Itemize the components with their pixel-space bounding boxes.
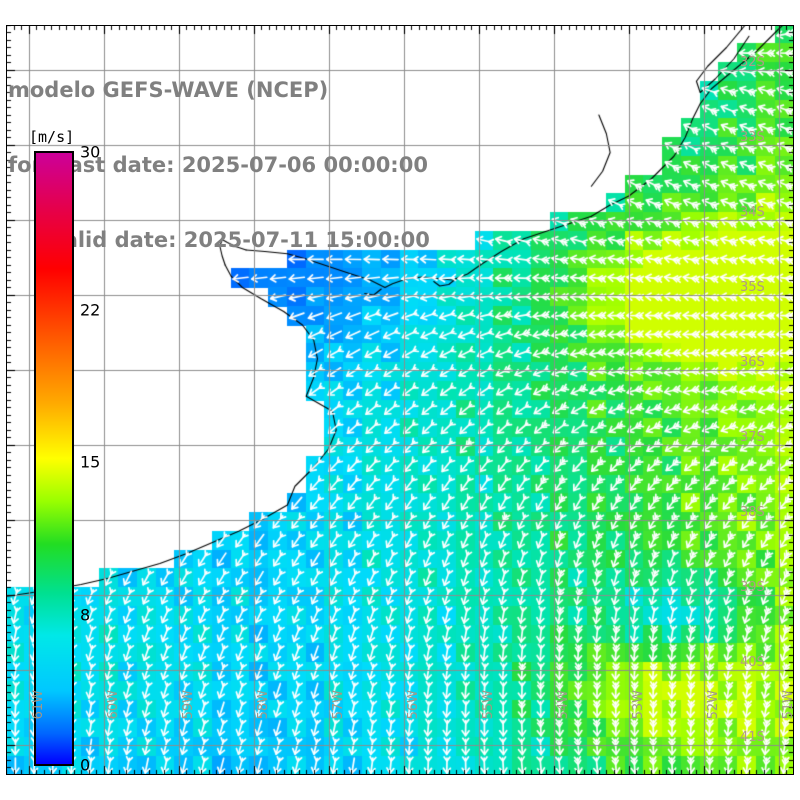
lon-label-60W: 60W bbox=[105, 690, 121, 720]
lat-label-41S: 41S bbox=[740, 730, 765, 745]
colorbar-tick-15: 15 bbox=[80, 452, 101, 472]
lon-label-59W: 59W bbox=[180, 690, 196, 720]
graticule-grid bbox=[6, 25, 794, 775]
lat-label-40S: 40S bbox=[740, 655, 765, 670]
top-tick-ruler bbox=[6, 25, 794, 35]
lon-label-53W: 53W bbox=[630, 690, 646, 720]
lat-label-33S: 33S bbox=[740, 130, 765, 145]
lat-label-37S: 37S bbox=[740, 430, 765, 445]
colorbar-tick-22: 22 bbox=[80, 300, 101, 320]
colorbar-tick-8: 8 bbox=[80, 605, 91, 625]
lat-label-32S: 32S bbox=[740, 55, 765, 70]
lat-label-34S: 34S bbox=[740, 205, 765, 220]
lon-label-51W: 51W bbox=[780, 690, 796, 720]
lat-label-38S: 38S bbox=[740, 505, 765, 520]
lat-label-39S: 39S bbox=[740, 580, 765, 595]
map-plot-area bbox=[6, 25, 794, 775]
lon-label-61W: 61W bbox=[30, 690, 46, 720]
bottom-tick-ruler bbox=[6, 765, 794, 775]
colorbar-tick-0: 0 bbox=[80, 755, 91, 775]
lat-label-35S: 35S bbox=[740, 280, 765, 295]
lon-label-56W: 56W bbox=[405, 690, 421, 720]
lon-label-52W: 52W bbox=[705, 690, 721, 720]
lon-label-57W: 57W bbox=[330, 690, 346, 720]
right-tick-ruler bbox=[784, 25, 794, 775]
colorbar-unit-label: [m/s] bbox=[29, 128, 75, 146]
left-tick-ruler bbox=[6, 25, 16, 775]
lat-label-36S: 36S bbox=[740, 355, 765, 370]
colorbar-tick-30: 30 bbox=[80, 142, 101, 162]
lon-label-54W: 54W bbox=[555, 690, 571, 720]
colorbar bbox=[34, 151, 74, 766]
lon-label-55W: 55W bbox=[480, 690, 496, 720]
lon-label-58W: 58W bbox=[255, 690, 271, 720]
colorbar-gradient bbox=[34, 151, 74, 766]
